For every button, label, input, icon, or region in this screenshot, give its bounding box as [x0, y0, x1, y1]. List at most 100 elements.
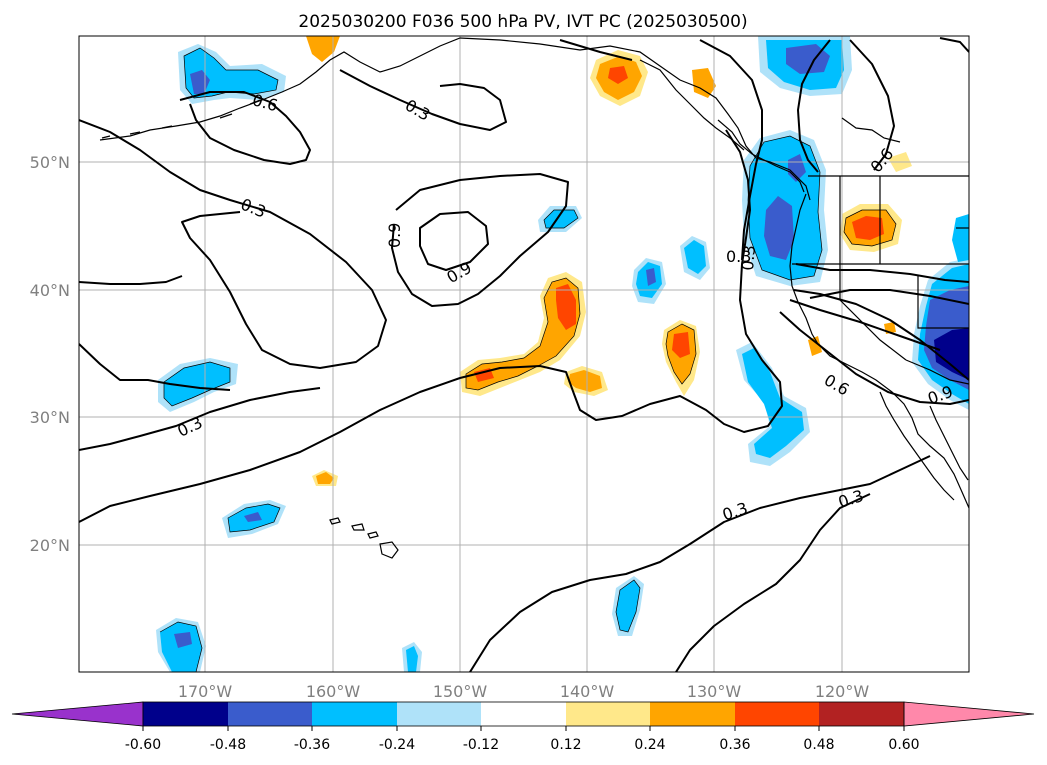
anomaly-outline	[159, 621, 203, 672]
positive-anomaly-region	[852, 216, 884, 240]
positive-anomaly-region	[808, 336, 822, 356]
pv-contour-line	[699, 39, 763, 261]
colorbar-segment	[819, 702, 904, 726]
colorbar-extend-max	[903, 701, 1035, 727]
lon-label-120w: 120°W	[815, 682, 870, 701]
pv-contour-line	[797, 39, 831, 173]
pv-contours	[79, 37, 969, 672]
colorbar-segment	[397, 702, 481, 726]
positive-anomaly-region	[568, 370, 602, 392]
bc-islands	[717, 119, 805, 193]
negative-anomaly-region	[164, 362, 230, 406]
positive-anomaly-region	[316, 472, 334, 484]
anomaly-outline	[163, 361, 231, 407]
lon-label-160w: 160°W	[306, 682, 361, 701]
positive-anomaly-region	[692, 68, 716, 98]
colorbar-tick-label: 0.36	[719, 737, 750, 753]
colorbar-segment	[735, 702, 819, 726]
pv-contour-line	[559, 39, 633, 61]
pv-contour-line	[79, 129, 783, 523]
us-west-coastline	[789, 193, 969, 509]
pv-contour-line	[793, 289, 969, 381]
positive-anomaly-region	[672, 332, 690, 358]
mexico-border	[905, 359, 969, 385]
aleutian-islands	[101, 99, 261, 139]
lon-label-130w: 130°W	[687, 682, 742, 701]
colorbar: -0.60 -0.48 -0.36 -0.24 -0.12 0.12 0.24 …	[11, 701, 1035, 753]
pv-contour-line	[79, 387, 321, 451]
hawaii-islands	[367, 531, 379, 539]
contour-label: 0.3	[738, 244, 759, 271]
pv-contour-line	[79, 275, 183, 285]
negative-anomaly-region	[742, 348, 804, 458]
anomaly-outline	[183, 47, 279, 99]
map-content: 0.6 0.3 0.3 0.9 0.9 0.6 0.3 0.3 0.6 0.9 …	[79, 36, 969, 672]
pv-contour-line	[339, 69, 507, 131]
lat-label-30n: 30°N	[30, 408, 70, 427]
hawaii-islands	[379, 541, 399, 559]
lon-label-140w: 140°W	[560, 682, 615, 701]
colorbar-segment	[566, 702, 650, 726]
negative-anomaly-region	[684, 240, 706, 274]
negative-anomaly-region	[786, 44, 830, 74]
colorbar-segment	[481, 702, 566, 726]
colorbar-tick-label: -0.36	[294, 737, 330, 753]
positive-anomaly-region	[608, 66, 628, 84]
gulf-california-coast	[929, 405, 969, 481]
hawaii-islands	[329, 517, 341, 525]
anomaly-outline	[227, 503, 281, 533]
gridlines	[79, 36, 969, 672]
state-border	[839, 264, 907, 361]
colorbar-segment	[650, 702, 735, 726]
positive-anomaly-region	[556, 284, 576, 330]
anomaly-outline	[615, 579, 641, 633]
colorbar-tick-label: -0.24	[379, 737, 415, 753]
pv-contour-line	[789, 299, 941, 351]
colorbar-extend-min	[11, 701, 144, 727]
negative-anomaly-region	[174, 632, 192, 648]
negative-anomaly-region	[764, 196, 794, 260]
pv-contour-line	[469, 455, 931, 672]
negative-anomaly-region	[544, 210, 578, 228]
pv-contour-line	[79, 343, 231, 391]
negative-anomaly-region	[244, 512, 262, 522]
alaska-coastline	[639, 59, 745, 151]
positive-anomaly-region	[466, 278, 580, 390]
colorbar-tick-label: 0.48	[803, 737, 834, 753]
figure-title: 2025030200 F036 500 hPa PV, IVT PC (2025…	[298, 12, 747, 32]
negative-anomaly-region	[934, 328, 969, 380]
colorbar-tick-label: 0.24	[634, 737, 665, 753]
lat-label-50n: 50°N	[30, 153, 70, 172]
pv-contour-line	[419, 211, 489, 271]
negative-anomaly-region	[406, 646, 418, 672]
colorbar-tick-label: -0.48	[210, 737, 246, 753]
colorbar-frame	[142, 701, 905, 727]
pv-contour-line	[795, 263, 969, 283]
colorbar-tick-label: 0.60	[888, 737, 919, 753]
colorbar-segment	[228, 702, 312, 726]
lat-label-40n: 40°N	[30, 281, 70, 300]
pv-contour-line	[391, 173, 569, 307]
anomaly-outline	[747, 135, 823, 281]
contour-label: 0.9	[385, 223, 404, 248]
colorbar-tick-label: -0.60	[125, 737, 161, 753]
pv-contour-line	[849, 39, 895, 171]
anomaly-outline	[843, 209, 897, 247]
coastlines	[99, 37, 969, 559]
colorbar-segment	[143, 702, 228, 726]
anomaly-outline	[665, 323, 697, 385]
ivt-shading	[156, 36, 969, 672]
lat-label-20n: 20°N	[30, 536, 70, 555]
anomaly-outlines	[159, 47, 897, 672]
pv-contour-line	[79, 119, 387, 369]
baja-coastline	[879, 391, 955, 501]
colorbar-tick-label: 0.12	[550, 737, 581, 753]
negative-anomaly-region	[646, 268, 656, 286]
anomaly-outline	[543, 209, 579, 229]
contour-label: 0.3	[726, 247, 751, 266]
pv-contour-line	[675, 493, 871, 672]
pv-contour-line	[809, 289, 969, 305]
alaska-coastline	[99, 37, 811, 201]
pv-contour-line	[779, 311, 969, 405]
